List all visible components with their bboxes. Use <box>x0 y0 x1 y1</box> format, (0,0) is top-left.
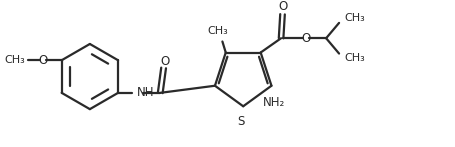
Text: CH₃: CH₃ <box>344 53 365 63</box>
Text: CH₃: CH₃ <box>344 13 365 23</box>
Text: O: O <box>39 54 48 67</box>
Text: O: O <box>160 55 169 68</box>
Text: CH₃: CH₃ <box>4 55 25 65</box>
Text: NH: NH <box>137 86 154 99</box>
Text: CH₃: CH₃ <box>207 26 228 36</box>
Text: S: S <box>237 115 244 128</box>
Text: O: O <box>278 0 287 13</box>
Text: NH₂: NH₂ <box>263 96 285 109</box>
Text: O: O <box>301 32 311 45</box>
